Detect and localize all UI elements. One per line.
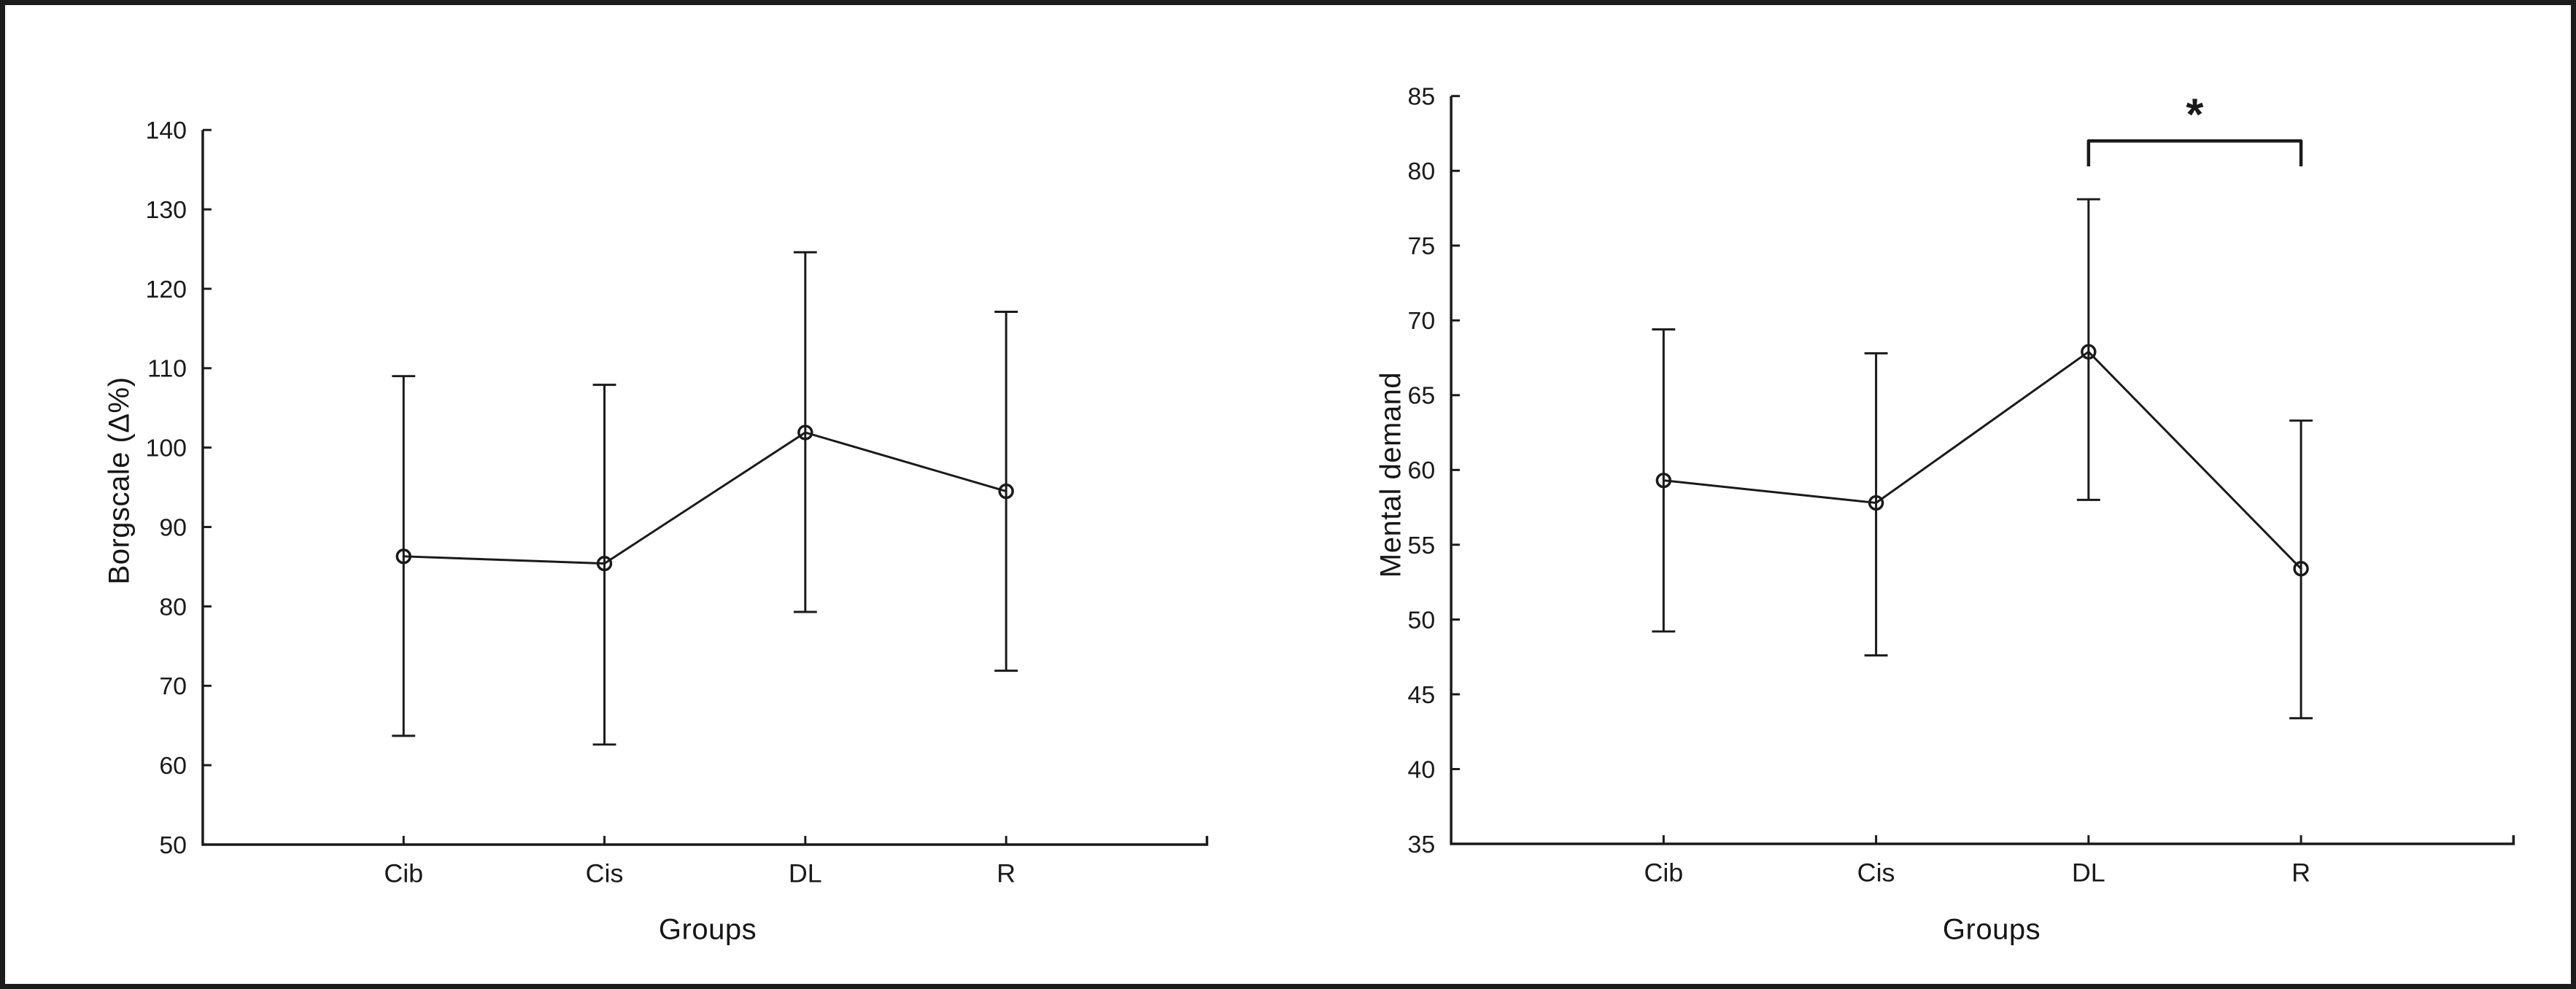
charts-svg: 50 60 70 80 90 100 110 120 130 140 Cib Cis DL R 35 40 45… — [146, 83, 2515, 888]
left-y-tick-label-130: 130 — [146, 196, 187, 224]
right-x-axis-title: Groups — [1942, 913, 2041, 946]
right-data-point-Cib — [1655, 473, 1672, 489]
right-x-tick-label-R: R — [2291, 858, 2310, 888]
right-data-point-R — [2293, 561, 2309, 577]
left-x-axis-title: Groups — [658, 913, 757, 946]
left-y-tick-label-120: 120 — [146, 276, 187, 303]
left-data-point-Cis — [596, 555, 613, 572]
left-x-tick-label-Cis: Cis — [586, 859, 624, 888]
right-significance-asterisk: * — [2186, 90, 2203, 140]
left-y-tick-label-140: 140 — [146, 117, 187, 144]
right-y-tick-label-45: 45 — [1408, 681, 1436, 709]
right-data-point-DL — [2081, 344, 2097, 360]
right-y-axis-title: Mental demand — [1374, 371, 1407, 578]
left-y-tick-label-90: 90 — [159, 514, 187, 542]
left-axes — [201, 130, 1209, 846]
right-y-tick-label-40: 40 — [1408, 756, 1436, 783]
left-y-tick-label-100: 100 — [146, 435, 187, 462]
right-y-tick-label-85: 85 — [1408, 83, 1436, 111]
right-series-line-mean — [1663, 350, 2302, 570]
right-x-tick-label-DL: DL — [2072, 858, 2105, 888]
right-y-tick-label-35: 35 — [1408, 831, 1436, 858]
right-y-tick-label-75: 75 — [1408, 233, 1436, 260]
left-x-tick-label-R: R — [997, 859, 1016, 888]
right-y-tick-label-65: 65 — [1408, 382, 1436, 410]
right-x-tick-label-Cis: Cis — [1857, 858, 1895, 888]
left-y-tick-label-80: 80 — [159, 593, 187, 621]
left-y-axis-title: Borgscale (Δ%) — [103, 376, 136, 585]
right-y-tick-label-80: 80 — [1408, 158, 1436, 185]
right-axes — [1450, 96, 2515, 845]
left-x-tick-label-Cib: Cib — [384, 859, 423, 888]
right-y-tick-label-55: 55 — [1408, 532, 1436, 559]
right-x-tick-label-Cib: Cib — [1644, 858, 1683, 888]
left-y-tick-label-70: 70 — [159, 672, 187, 700]
left-series-line-mean — [403, 431, 1007, 565]
left-data-point-R — [998, 483, 1014, 500]
left-y-tick-label-60: 60 — [159, 752, 187, 780]
right-y-tick-label-60: 60 — [1408, 457, 1436, 484]
right-y-tick-label-70: 70 — [1408, 307, 1436, 335]
left-x-tick-label-DL: DL — [789, 859, 822, 888]
left-data-point-DL — [797, 424, 813, 441]
left-y-tick-label-50: 50 — [159, 831, 187, 859]
left-y-tick-label-110: 110 — [147, 355, 187, 383]
left-data-point-Cib — [395, 548, 411, 565]
right-y-tick-label-50: 50 — [1408, 606, 1436, 634]
right-significance-bracket — [2086, 139, 2303, 167]
right-data-point-Cis — [1868, 494, 1884, 511]
